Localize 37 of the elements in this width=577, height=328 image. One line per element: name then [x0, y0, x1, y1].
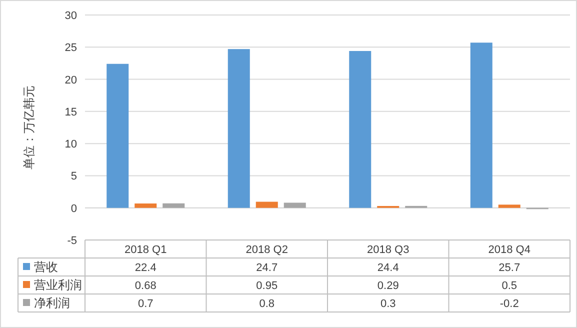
y-axis-title: 单位：万亿韩元 [22, 86, 36, 170]
x-tick-label: 2018 Q3 [367, 244, 410, 256]
bar [256, 202, 278, 208]
x-tick-label: 2018 Q2 [246, 244, 288, 256]
y-tick-label: 20 [64, 74, 77, 86]
y-tick-label: 5 [70, 170, 77, 183]
data-label: 0.8 [259, 298, 275, 310]
bar [498, 204, 520, 208]
bar [470, 42, 492, 208]
y-tick-label: 30 [64, 10, 77, 22]
bar [162, 203, 185, 208]
data-label: 24.4 [377, 262, 399, 274]
data-label: 0.3 [380, 298, 396, 310]
data-label: 22.4 [134, 262, 156, 274]
legend-label: 营业利润 [34, 278, 82, 292]
data-label: 24.7 [256, 262, 278, 274]
data-label: 0.7 [138, 298, 154, 310]
bar [349, 51, 372, 208]
data-label: -0.2 [500, 298, 519, 310]
y-tick-label: -5 [67, 235, 77, 247]
data-label: 0.29 [377, 280, 399, 292]
bar [134, 203, 157, 208]
data-label: 0.95 [256, 280, 278, 292]
y-tick-label: 15 [64, 106, 77, 118]
y-tick-label: 10 [64, 138, 77, 151]
data-label: 25.7 [498, 262, 520, 274]
legend-label: 营收 [34, 260, 58, 274]
bar [228, 49, 250, 208]
x-tick-label: 2018 Q4 [488, 244, 530, 256]
y-tick-label: 25 [64, 42, 77, 54]
bar [106, 64, 129, 208]
data-label: 0.5 [502, 280, 518, 292]
y-tick-label: 0 [70, 202, 77, 215]
x-tick-label: 2018 Q1 [124, 244, 167, 256]
data-label: 0.68 [134, 280, 156, 292]
legend-label: 净利润 [34, 296, 70, 310]
bar [284, 202, 306, 208]
